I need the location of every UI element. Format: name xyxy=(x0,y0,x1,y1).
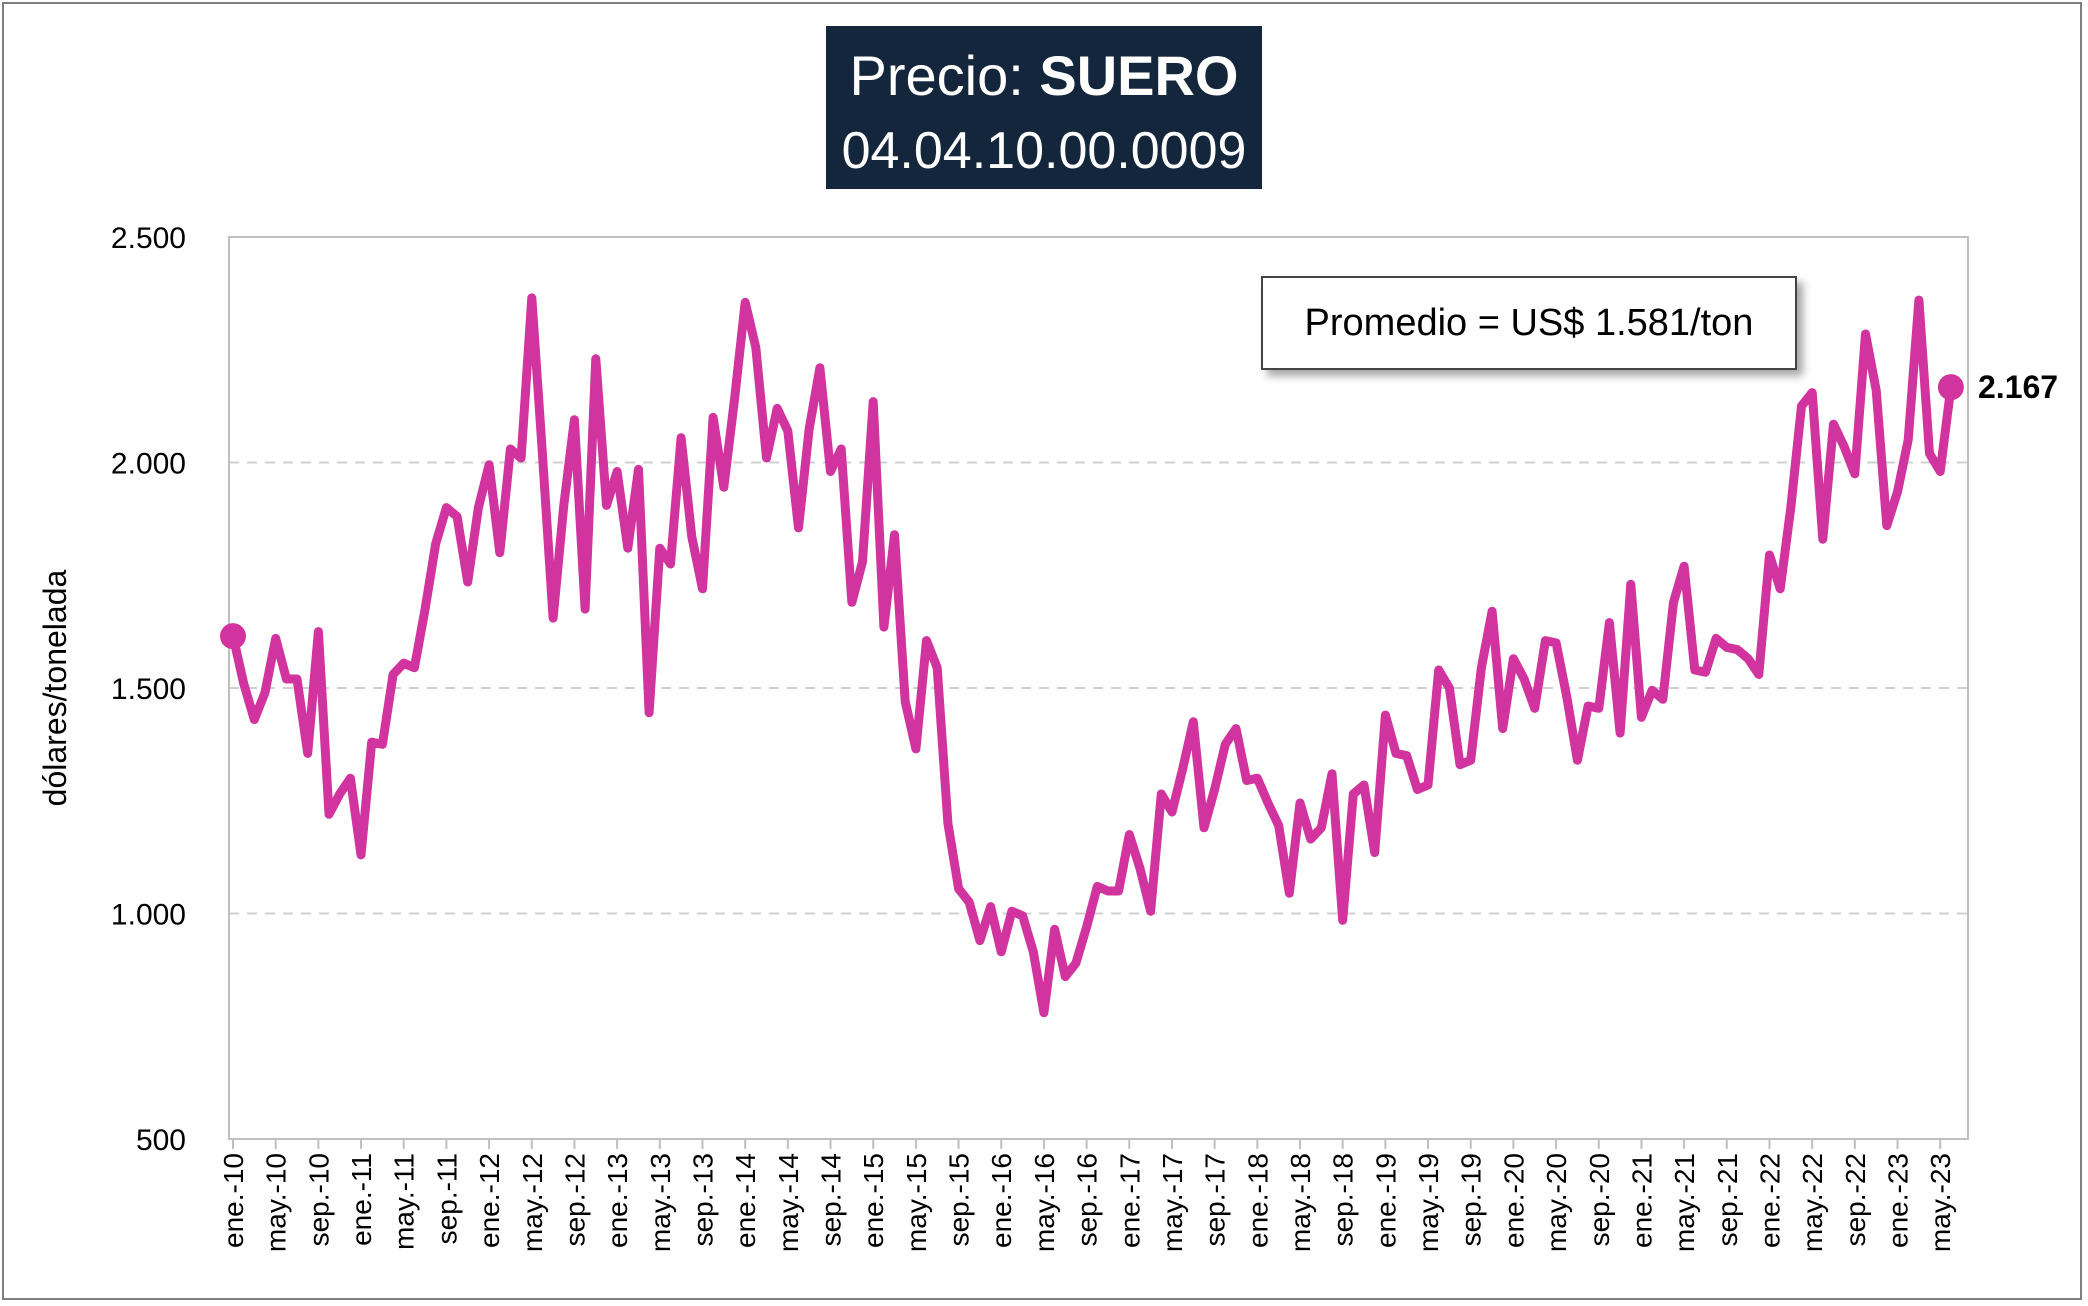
x-tick-label: may.-10 xyxy=(261,1153,292,1252)
end-point-marker xyxy=(1937,374,1964,401)
x-tick-label: may.-22 xyxy=(1797,1153,1828,1252)
x-tick-label: ene.-17 xyxy=(1114,1153,1145,1248)
axes xyxy=(228,236,1969,1149)
y-tick-label: 1.500 xyxy=(111,673,186,706)
x-tick-label: ene.-22 xyxy=(1754,1153,1785,1248)
x-tick-label: sep.-22 xyxy=(1840,1153,1871,1246)
chart-subtitle: 04.04.10.00.0009 xyxy=(841,122,1247,180)
title-product: SUERO xyxy=(1039,44,1239,107)
start-point-marker xyxy=(220,623,246,650)
average-annotation: Promedio = US$ 1.581/ton xyxy=(1261,276,1797,370)
x-tick-label: may.-21 xyxy=(1669,1153,1700,1252)
x-tick-label: may.-23 xyxy=(1925,1153,1956,1252)
x-tick-label: ene.-13 xyxy=(602,1153,633,1248)
x-tick-label: ene.-14 xyxy=(730,1153,761,1248)
x-tick-label: sep.-20 xyxy=(1584,1153,1615,1246)
x-tick-label: sep.-11 xyxy=(431,1153,462,1244)
x-tick-label: may.-15 xyxy=(901,1153,932,1252)
x-tick-label: may.-13 xyxy=(645,1153,676,1252)
x-tick-label: ene.-20 xyxy=(1498,1153,1529,1248)
x-tick-label: sep.-14 xyxy=(816,1153,847,1246)
x-tick-label: ene.-21 xyxy=(1626,1153,1657,1248)
chart-title: Precio: SUERO xyxy=(826,44,1262,108)
y-tick-label: 500 xyxy=(136,1124,186,1157)
x-tick-label: ene.-12 xyxy=(474,1153,505,1248)
x-tick-label: may.-16 xyxy=(1029,1153,1060,1252)
y-tick-label: 2.000 xyxy=(111,448,186,481)
x-tick-label: sep.-21 xyxy=(1712,1153,1743,1246)
x-tick-label: may.-19 xyxy=(1413,1153,1444,1252)
x-tick-label: ene.-19 xyxy=(1370,1153,1401,1248)
plot-area-border xyxy=(228,236,1969,1140)
x-tick-label: ene.-11 xyxy=(346,1153,377,1246)
x-tick-label: ene.-10 xyxy=(218,1153,249,1248)
x-tick-label: may.-20 xyxy=(1541,1153,1572,1252)
x-tick-label: sep.-17 xyxy=(1200,1153,1231,1246)
x-tick-label: ene.-16 xyxy=(986,1153,1017,1248)
y-axis-title: dólares/tonelada xyxy=(37,569,73,806)
x-tick-label: sep.-15 xyxy=(944,1153,975,1246)
x-tick-label: sep.-18 xyxy=(1328,1153,1359,1246)
last-value-label: 2.167 xyxy=(1978,369,2058,405)
x-tick-label: ene.-15 xyxy=(858,1153,889,1248)
title-prefix: Precio: xyxy=(849,44,1040,107)
x-tick-label: ene.-18 xyxy=(1242,1153,1273,1248)
x-tick-label: sep.-10 xyxy=(303,1153,334,1246)
x-tick-label: sep.-16 xyxy=(1072,1153,1103,1246)
y-tick-label: 2.500 xyxy=(111,222,186,255)
x-tick-label: sep.-12 xyxy=(559,1153,590,1246)
x-tick-label: sep.-19 xyxy=(1456,1153,1487,1246)
x-tick-label: ene.-23 xyxy=(1883,1153,1914,1248)
x-tick-labels: ene.-10 may.-10 sep.-10 ene.-11 may.-11 sep.-… xyxy=(218,1153,1956,1252)
grid-lines xyxy=(229,461,1968,915)
x-tick-label: may.-18 xyxy=(1285,1153,1316,1252)
x-tick-label: may.-11 xyxy=(389,1153,420,1250)
x-tick-label: may.-17 xyxy=(1157,1153,1188,1252)
chart-title-box: Precio: SUERO 04.04.10.00.0009 xyxy=(826,26,1262,189)
y-tick-label: 1.000 xyxy=(111,899,186,932)
y-tick-labels: 500 1.000 1.500 2.000 2.500 xyxy=(111,222,186,1157)
series-line-suero xyxy=(228,293,1956,1018)
x-tick-label: sep.-13 xyxy=(687,1153,718,1246)
x-tick-label: may.-14 xyxy=(773,1153,804,1252)
x-tick-label: may.-12 xyxy=(517,1153,548,1252)
